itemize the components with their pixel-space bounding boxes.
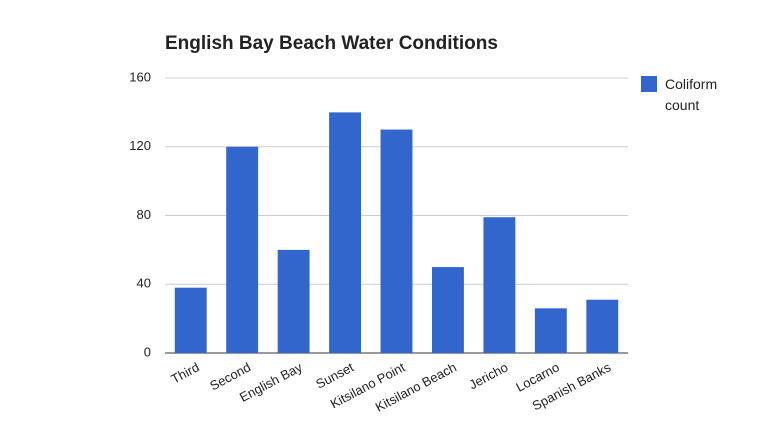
bar xyxy=(380,129,413,353)
y-tick-label: 120 xyxy=(129,138,151,153)
y-tick-label: 40 xyxy=(137,276,151,291)
bar xyxy=(329,112,362,353)
chart-title: English Bay Beach Water Conditions xyxy=(165,33,498,54)
bar xyxy=(534,308,567,353)
bar xyxy=(586,299,619,353)
x-tick-label: Jericho xyxy=(466,359,510,392)
legend-label: Coliform count xyxy=(665,76,718,113)
bar xyxy=(277,249,310,353)
bar xyxy=(226,146,259,353)
bar xyxy=(431,267,464,353)
y-tick-label: 160 xyxy=(129,69,151,84)
x-tick-label: Third xyxy=(169,359,202,386)
y-tick-label: 80 xyxy=(137,207,151,222)
legend-swatch xyxy=(641,76,657,92)
bar xyxy=(483,217,516,353)
y-tick-label: 0 xyxy=(144,344,151,359)
bar xyxy=(174,287,207,353)
